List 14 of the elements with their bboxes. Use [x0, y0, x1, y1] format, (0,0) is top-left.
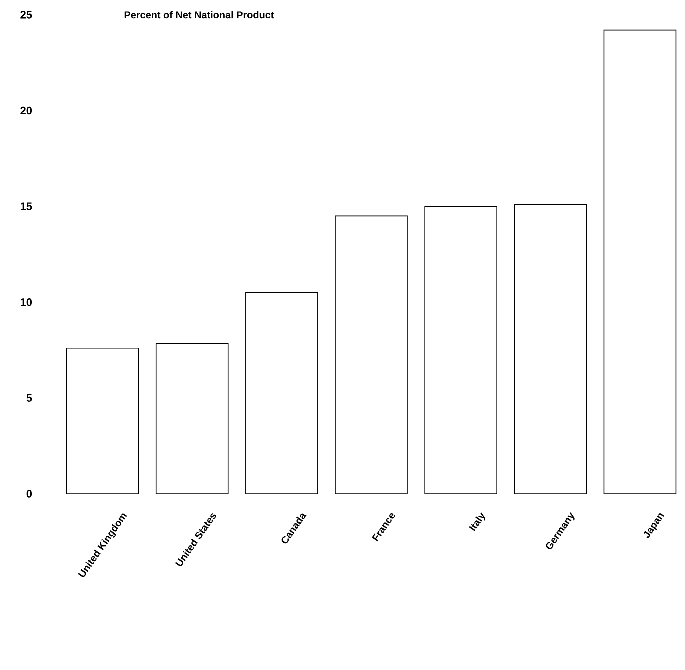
y-tick-label: 5	[26, 394, 32, 402]
bar	[604, 30, 677, 494]
bar	[156, 343, 229, 494]
bar	[335, 216, 408, 494]
y-tick-label: 0	[26, 490, 32, 498]
y-tick-label: 20	[20, 106, 32, 115]
bar	[514, 204, 588, 494]
y-axis-title: Percent of Net National Product	[124, 11, 274, 19]
bar	[246, 292, 318, 494]
y-tick-label: 25	[20, 11, 32, 19]
y-tick-label: 10	[20, 298, 32, 306]
bar	[66, 348, 140, 494]
y-tick-label: 15	[20, 202, 32, 210]
bar	[424, 206, 498, 494]
